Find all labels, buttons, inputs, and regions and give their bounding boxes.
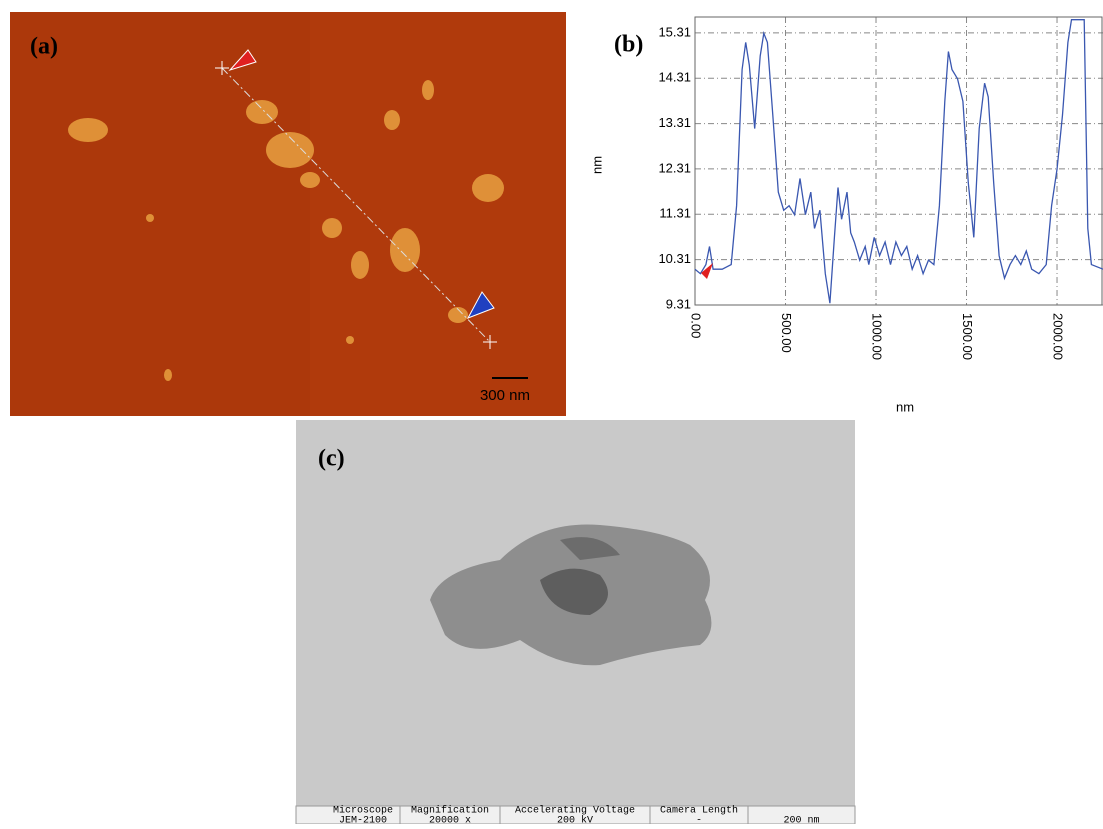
page: (a) 300 nm (b) nm nm 9.31 10.31 11.31 12.31… (0, 0, 1103, 824)
line (695, 20, 1103, 304)
info-value: 200 kV (557, 815, 593, 824)
panel-label: (a) (30, 34, 58, 60)
info-value: 200 nm (783, 816, 819, 824)
y-tick-label: 10.31 (658, 251, 691, 266)
panel-label: (c) (318, 446, 345, 472)
x-tick-label: 2000.00 (1051, 313, 1066, 360)
figure: (a) 300 nm (b) nm nm 9.31 10.31 11.31 12.31… (0, 0, 1103, 824)
afm-shade (10, 12, 310, 416)
x-tick-label: 500.00 (779, 313, 794, 353)
info-value: JEM-2100 (339, 816, 387, 824)
info-value: 20000 x (429, 816, 471, 824)
y-tick-label: 14.31 (658, 70, 691, 85)
profile-chart: (b) nm nm 9.31 10.31 11.31 12.31 13.31 14.31 1… (589, 17, 1103, 414)
y-tick-label: 13.31 (658, 115, 691, 130)
y-tick-label: 11.31 (659, 206, 691, 221)
afm-image: (a) 300 nm (10, 12, 566, 416)
y-tick-label: 15.31 (658, 24, 691, 39)
x-axis-label: nm (896, 399, 914, 414)
y-axis-label: nm (589, 156, 604, 174)
x-tick-label: 1000.00 (870, 313, 885, 360)
x-tick-label: 0.00 (689, 313, 704, 338)
y-tick-label: 12.31 (658, 160, 691, 175)
panel-label: (b) (614, 32, 643, 58)
cursor-marker (701, 263, 713, 279)
scale-bar-label: 300 nm (480, 387, 530, 404)
info-value: - (696, 816, 702, 824)
tem-image: (c) (296, 420, 855, 824)
x-tick-label: 1500.00 (960, 313, 975, 360)
plot-frame (695, 17, 1102, 305)
y-tick-label: 9.31 (666, 296, 691, 311)
